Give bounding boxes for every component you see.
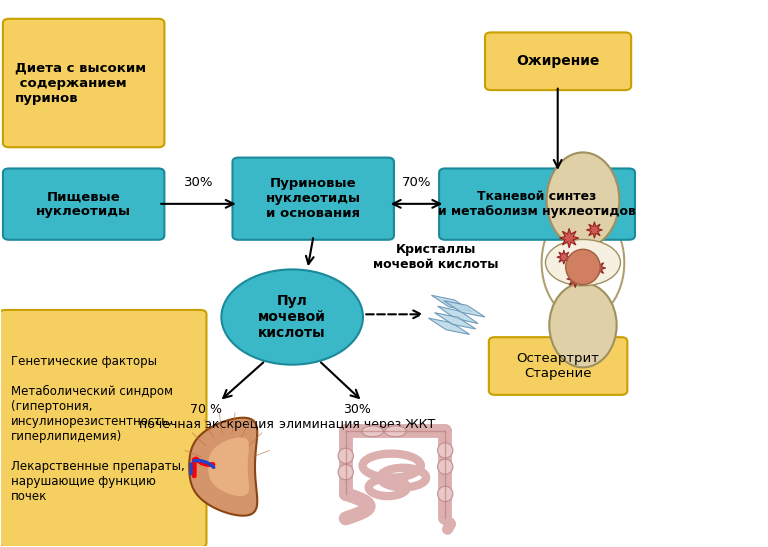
Text: Диета с высоким
 содержанием
пуринов: Диета с высоким содержанием пуринов [15, 61, 146, 104]
Polygon shape [560, 228, 579, 248]
Ellipse shape [338, 448, 353, 463]
Text: Пул
мочевой
кислоты: Пул мочевой кислоты [258, 294, 326, 340]
Text: 30%
элиминация через ЖКТ: 30% элиминация через ЖКТ [279, 403, 435, 431]
Polygon shape [432, 295, 472, 312]
Polygon shape [587, 222, 602, 238]
Ellipse shape [438, 443, 453, 458]
FancyBboxPatch shape [233, 158, 394, 240]
Polygon shape [435, 313, 476, 329]
Ellipse shape [566, 249, 600, 284]
Text: 70 %
почечная экскреция: 70 % почечная экскреция [139, 403, 274, 431]
FancyBboxPatch shape [0, 310, 207, 547]
Ellipse shape [338, 464, 353, 480]
Polygon shape [208, 437, 249, 496]
Ellipse shape [438, 459, 453, 474]
FancyBboxPatch shape [439, 168, 635, 240]
Text: 30%: 30% [184, 176, 214, 189]
Ellipse shape [385, 426, 406, 437]
Polygon shape [438, 306, 478, 324]
Text: Генетические факторы

Метаболический синдром
(гипертония,
инсулинорезистентность: Генетические факторы Метаболический синд… [12, 354, 185, 503]
Text: Ожирение: Ожирение [516, 54, 600, 68]
Ellipse shape [549, 283, 617, 368]
FancyBboxPatch shape [485, 32, 631, 90]
Ellipse shape [362, 426, 383, 437]
FancyBboxPatch shape [489, 337, 627, 395]
Ellipse shape [221, 270, 363, 365]
Text: Кристаллы
мочевой кислоты: Кристаллы мочевой кислоты [373, 243, 498, 271]
Text: Тканевой синтез
и метаболизм нуклеотидов: Тканевой синтез и метаболизм нуклеотидов [439, 190, 636, 218]
Polygon shape [557, 250, 571, 264]
Polygon shape [567, 270, 584, 288]
FancyBboxPatch shape [3, 168, 164, 240]
Ellipse shape [545, 240, 621, 286]
Ellipse shape [438, 486, 453, 502]
Text: Пуриновые
нуклеотиды
и основания: Пуриновые нуклеотиды и основания [266, 177, 361, 220]
Polygon shape [189, 418, 257, 516]
Polygon shape [429, 318, 470, 334]
FancyBboxPatch shape [3, 19, 164, 147]
Text: Остеартрит
Старение: Остеартрит Старение [517, 352, 600, 380]
Polygon shape [444, 301, 485, 317]
Polygon shape [591, 260, 606, 276]
Ellipse shape [547, 153, 619, 248]
Text: Пищевые
нуклеотиды: Пищевые нуклеотиды [36, 190, 131, 218]
Text: 70%: 70% [402, 176, 431, 189]
